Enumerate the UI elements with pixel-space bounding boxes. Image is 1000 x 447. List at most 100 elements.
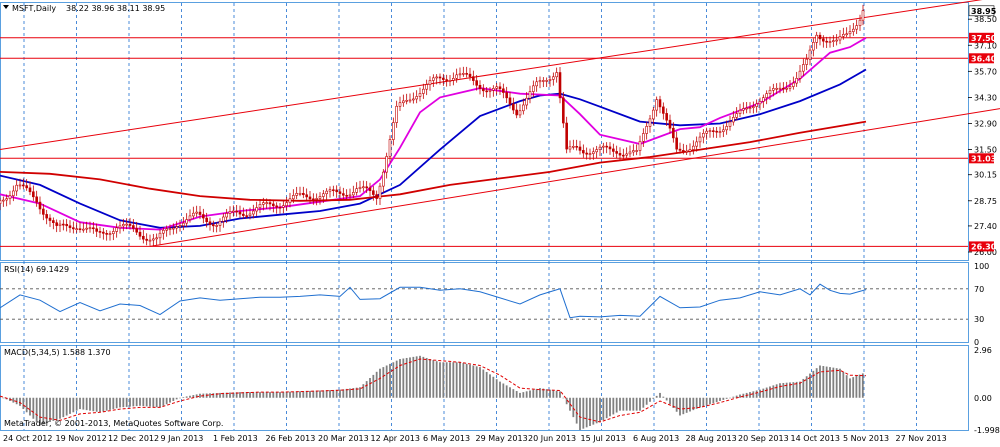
macd-histogram-bar bbox=[665, 397, 668, 401]
macd-histogram-bar bbox=[752, 391, 755, 398]
candle-body bbox=[725, 126, 728, 131]
candle-body bbox=[688, 149, 692, 152]
macd-histogram-bar bbox=[575, 397, 578, 424]
macd-histogram-bar bbox=[515, 391, 518, 398]
candle-body bbox=[632, 150, 635, 153]
level-price-tag bbox=[969, 241, 994, 252]
macd-histogram-bar bbox=[622, 397, 625, 411]
candle-body bbox=[102, 231, 105, 234]
macd-histogram-bar bbox=[839, 368, 841, 398]
macd-histogram-bar bbox=[735, 395, 738, 398]
macd-histogram-bar bbox=[32, 397, 35, 419]
macd-histogram-bar bbox=[475, 366, 478, 398]
macd-histogram-bar bbox=[102, 397, 105, 412]
candle-body bbox=[352, 192, 355, 196]
candle-body bbox=[662, 106, 665, 114]
rsi-panel-frame bbox=[0, 262, 969, 343]
candle-body bbox=[222, 216, 225, 222]
x-tick-label: 26 Feb 2013 bbox=[266, 434, 316, 443]
macd-layer bbox=[0, 355, 867, 431]
price-y-tick-label: 34.30 bbox=[974, 93, 997, 102]
macd-histogram-bar bbox=[405, 357, 408, 398]
macd-histogram-bar bbox=[819, 365, 821, 398]
candle-body bbox=[428, 80, 432, 85]
macd-histogram-bar bbox=[795, 381, 798, 398]
macd-histogram-bar bbox=[402, 358, 405, 398]
level-price-label: 31.03 bbox=[971, 154, 996, 163]
macd-histogram-bar bbox=[422, 356, 425, 398]
macd-histogram-bar bbox=[615, 397, 618, 413]
macd-histogram-bar bbox=[452, 362, 455, 398]
macd-histogram-bar bbox=[122, 397, 125, 408]
macd-histogram-bar bbox=[269, 392, 271, 398]
macd-histogram-bar bbox=[132, 397, 135, 407]
macd-histogram-bar bbox=[769, 386, 771, 398]
copyright-text: MetaTrader, © 2001-2013, MetaQuotes Soft… bbox=[4, 419, 223, 428]
candle-body bbox=[332, 189, 335, 192]
candle-body bbox=[15, 184, 18, 192]
macd-histogram-bar bbox=[85, 397, 88, 411]
macd-histogram-bar bbox=[792, 382, 795, 398]
candle-body bbox=[112, 231, 115, 234]
macd-histogram-bar bbox=[542, 388, 545, 398]
candle-body bbox=[202, 214, 205, 219]
macd-histogram-bar bbox=[765, 387, 768, 398]
macd-histogram-bar bbox=[345, 388, 348, 398]
macd-histogram-bar bbox=[239, 392, 241, 398]
candle-body bbox=[705, 130, 708, 134]
candle-body bbox=[782, 87, 785, 90]
macd-histogram-bar bbox=[309, 390, 311, 398]
macd-histogram-bar bbox=[842, 371, 845, 398]
candle-body bbox=[408, 99, 412, 102]
candle-body bbox=[848, 31, 852, 35]
candle-body bbox=[702, 132, 705, 138]
candle-body bbox=[535, 81, 538, 87]
macd-histogram-bar bbox=[112, 397, 115, 410]
macd-histogram-bar bbox=[672, 397, 675, 408]
macd-histogram-bar bbox=[682, 397, 685, 415]
macd-histogram-bar bbox=[245, 392, 248, 398]
macd-histogram-bar bbox=[29, 397, 31, 416]
candle-body bbox=[822, 38, 825, 42]
candle-body bbox=[778, 87, 782, 90]
macd-histogram-bar bbox=[89, 397, 91, 411]
macd-histogram-bar bbox=[2, 397, 5, 399]
candle-body bbox=[208, 221, 212, 225]
candle-body bbox=[158, 232, 162, 239]
candle-body bbox=[308, 196, 312, 200]
macd-histogram-bar bbox=[79, 397, 81, 410]
candle-body bbox=[85, 227, 88, 230]
macd-histogram-bar bbox=[785, 382, 788, 398]
candle-body bbox=[655, 99, 658, 111]
candle-body bbox=[262, 202, 265, 205]
macd-histogram-bar bbox=[312, 390, 315, 398]
candle-body bbox=[482, 88, 485, 92]
macd-histogram-bar bbox=[639, 397, 641, 411]
macd-histogram-bar bbox=[849, 378, 851, 398]
candle-body bbox=[192, 212, 195, 217]
macd-histogram-bar bbox=[389, 363, 391, 398]
macd-histogram-bar bbox=[369, 377, 371, 398]
candle-body bbox=[568, 146, 572, 150]
candle-body bbox=[368, 187, 372, 192]
macd-histogram-bar bbox=[449, 362, 451, 398]
candle-body bbox=[638, 140, 642, 151]
macd-histogram-bar bbox=[249, 392, 251, 398]
macd-histogram-bar bbox=[95, 397, 98, 412]
symbol-dropdown-icon[interactable] bbox=[3, 5, 9, 9]
candle-body bbox=[622, 154, 625, 157]
candle-body bbox=[755, 103, 758, 107]
candle-body bbox=[858, 19, 862, 26]
macd-histogram-bar bbox=[105, 397, 108, 411]
x-tick-label: 12 Dec 2012 bbox=[108, 434, 159, 443]
candle-body bbox=[718, 131, 722, 133]
macd-histogram-bar bbox=[605, 397, 608, 419]
macd-histogram-bar bbox=[282, 391, 285, 398]
candle-body bbox=[861, 10, 865, 21]
candle-body bbox=[645, 126, 648, 134]
macd-histogram-bar bbox=[609, 397, 611, 417]
macd-histogram-bar bbox=[462, 363, 465, 398]
candle-body bbox=[525, 97, 528, 106]
